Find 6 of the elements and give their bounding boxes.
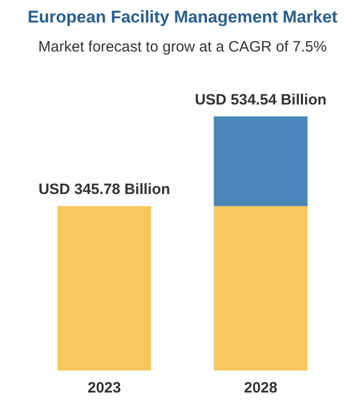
chart-title: European Facility Management Market <box>28 8 338 26</box>
x-tick-label: 2028 <box>244 380 278 396</box>
total-label: USD 534.54 Billion <box>194 91 327 108</box>
x-tick-label: 2023 <box>88 380 122 396</box>
chart-subtitle: Market forecast to grow at a CAGR of 7.5% <box>38 38 327 56</box>
total-label: USD 345.78 Billion <box>38 181 170 198</box>
